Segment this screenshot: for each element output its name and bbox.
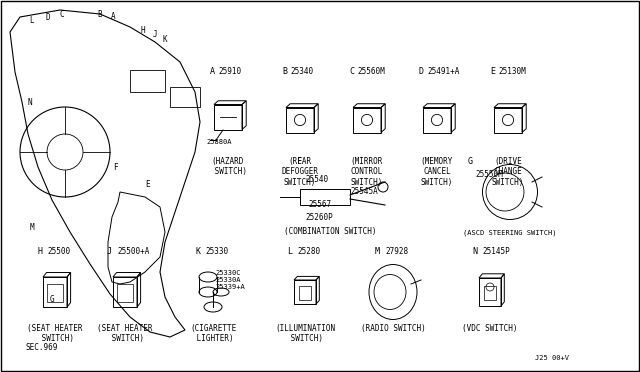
Text: 25567: 25567 (308, 200, 331, 209)
Text: E: E (490, 67, 495, 76)
Text: H: H (141, 26, 145, 35)
Text: 25550M: 25550M (475, 170, 503, 179)
Text: (MEMORY
CANCEL
SWITCH): (MEMORY CANCEL SWITCH) (421, 157, 453, 187)
Text: 25560M: 25560M (357, 67, 385, 76)
Text: J: J (107, 247, 112, 256)
Text: L: L (287, 247, 292, 256)
Text: D: D (419, 67, 424, 76)
Text: 25145P: 25145P (482, 247, 509, 256)
Text: 25540: 25540 (305, 175, 328, 184)
Text: (SEAT HEATER
 SWITCH): (SEAT HEATER SWITCH) (28, 324, 83, 343)
Bar (299, 286, 311, 300)
Text: C: C (60, 10, 64, 19)
Bar (130, 70, 165, 92)
Text: 25491+A: 25491+A (427, 67, 460, 76)
Text: (DRIVE
CHANGE
SWITCH): (DRIVE CHANGE SWITCH) (492, 157, 524, 187)
Text: F: F (297, 157, 302, 166)
Text: (RADIO SWITCH): (RADIO SWITCH) (360, 324, 426, 333)
Text: (COMBINATION SWITCH): (COMBINATION SWITCH) (284, 227, 376, 236)
Bar (117, 284, 133, 302)
Text: G: G (468, 157, 473, 166)
Text: N: N (28, 97, 32, 106)
Text: H: H (37, 247, 42, 256)
Text: SEC.969: SEC.969 (25, 343, 58, 352)
Text: C: C (349, 67, 354, 76)
Text: K: K (195, 247, 200, 256)
Text: B: B (98, 10, 102, 19)
Text: 25545A: 25545A (350, 187, 378, 196)
Text: (MIRROR
CONTROL
SWITCH): (MIRROR CONTROL SWITCH) (351, 157, 383, 187)
Bar (170, 87, 200, 107)
Text: (ILLUMINATION
 SWITCH): (ILLUMINATION SWITCH) (275, 324, 335, 343)
Text: (ASCD STEERING SWITCH): (ASCD STEERING SWITCH) (463, 229, 557, 235)
Bar (47, 284, 63, 302)
Text: N: N (472, 247, 477, 256)
Text: 25880A: 25880A (206, 139, 232, 145)
Text: 25330C
25330A
25339+A: 25330C 25330A 25339+A (215, 270, 244, 290)
Text: (HAZARD
 SWITCH): (HAZARD SWITCH) (209, 157, 246, 176)
Text: 25340: 25340 (290, 67, 313, 76)
Text: 25280: 25280 (297, 247, 320, 256)
Text: J: J (153, 29, 157, 38)
Text: D: D (45, 13, 51, 22)
Text: 25260P: 25260P (305, 213, 333, 222)
Text: 25130M: 25130M (498, 67, 525, 76)
Text: E: E (146, 180, 150, 189)
Text: A: A (210, 67, 215, 76)
Text: M: M (375, 247, 380, 256)
Bar (484, 286, 496, 300)
Text: (SEAT HEATER
 SWITCH): (SEAT HEATER SWITCH) (97, 324, 153, 343)
Text: (REAR
DEFOGGER
SWITCH): (REAR DEFOGGER SWITCH) (282, 157, 319, 187)
Text: 27928: 27928 (385, 247, 408, 256)
Text: F: F (113, 163, 117, 171)
Text: J25 00+V: J25 00+V (535, 355, 569, 361)
Text: B: B (282, 67, 287, 76)
Text: M: M (29, 222, 35, 231)
Text: (VDC SWITCH): (VDC SWITCH) (462, 324, 518, 333)
Bar (300, 189, 350, 205)
Text: K: K (163, 35, 167, 44)
Text: G: G (50, 295, 54, 305)
Text: 25330: 25330 (205, 247, 228, 256)
Text: 25500+A: 25500+A (117, 247, 149, 256)
Text: 25500: 25500 (47, 247, 70, 256)
Text: (CIGARETTE
 LIGHTER): (CIGARETTE LIGHTER) (190, 324, 236, 343)
Text: L: L (29, 16, 35, 25)
Text: 25910: 25910 (218, 67, 241, 76)
Text: A: A (111, 12, 115, 20)
